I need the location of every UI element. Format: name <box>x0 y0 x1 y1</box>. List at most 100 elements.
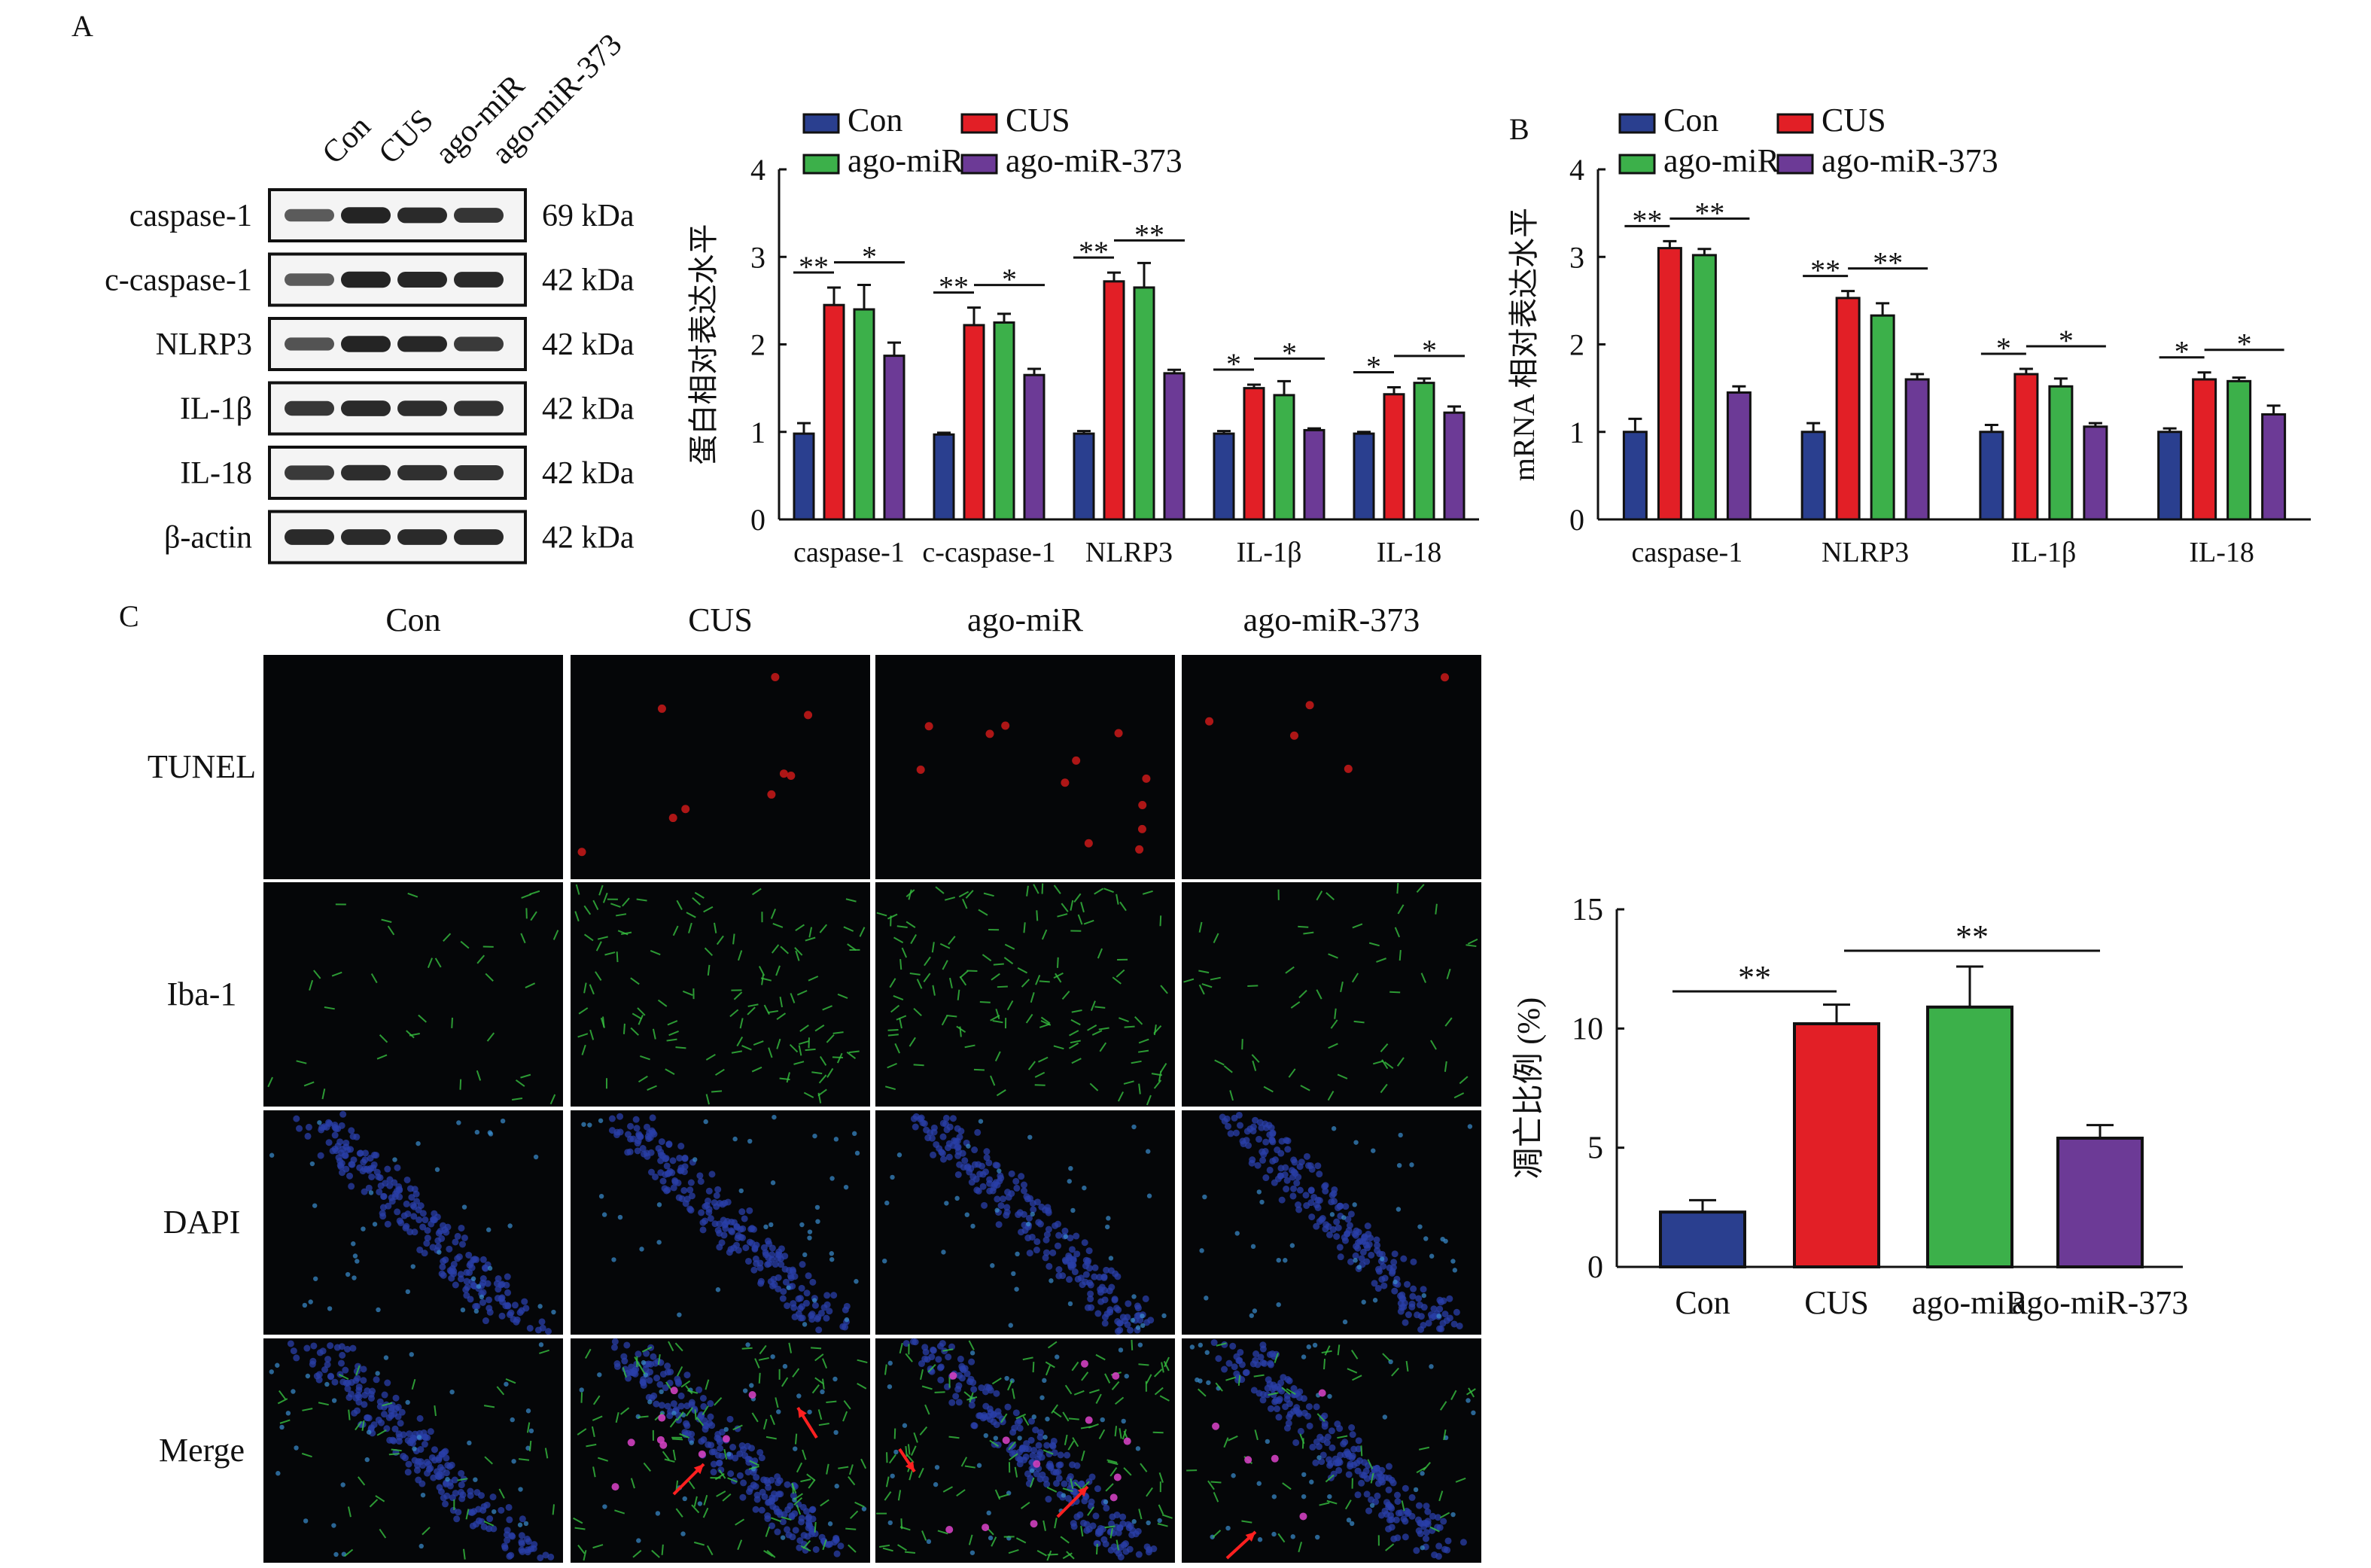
nucleus-dot <box>809 1506 817 1513</box>
nucleus-dot <box>1369 1503 1375 1509</box>
nucleus-dot <box>275 1362 280 1368</box>
microglia-process <box>650 950 661 956</box>
microglia-process <box>277 1398 288 1405</box>
wb-band <box>285 529 334 545</box>
nucleus-dot <box>658 1138 665 1146</box>
microglia-process <box>793 1061 805 1065</box>
microglia-process <box>805 1048 816 1052</box>
microglia-process <box>703 906 714 913</box>
nucleus-dot <box>1360 1472 1368 1479</box>
microglia-process <box>638 1415 649 1418</box>
nucleus-dot <box>787 1502 794 1509</box>
microglia-process <box>733 991 743 1000</box>
nucleus-dot <box>732 1136 738 1142</box>
nucleus-dot <box>458 1469 465 1477</box>
nucleus-dot <box>1057 1451 1064 1459</box>
microglia-process <box>418 1014 427 1023</box>
microglia-process <box>1323 1359 1326 1370</box>
microglia-process <box>1073 893 1082 903</box>
microglia-process <box>822 1539 827 1551</box>
nucleus-dot <box>680 1186 688 1194</box>
bar <box>1023 373 1045 521</box>
microglia-process <box>459 1079 462 1090</box>
nucleus-dot <box>1018 1445 1026 1452</box>
microglia-process <box>1253 1374 1265 1378</box>
bar <box>2157 431 2183 521</box>
microglia-process <box>910 934 918 945</box>
nucleus-dot <box>1231 1473 1236 1478</box>
nucleus-dot <box>440 1448 448 1456</box>
microglia-process <box>1080 1526 1084 1537</box>
nucleus-dot <box>1420 1304 1428 1311</box>
nucleus-dot <box>421 1250 428 1257</box>
nucleus-dot <box>1392 1279 1398 1285</box>
micro-column-label: Con <box>385 601 440 638</box>
x-tick-label: ago-miR-373 <box>2012 1284 2189 1321</box>
nucleus-dot <box>756 1264 764 1271</box>
nucleus-dot <box>1256 1189 1262 1195</box>
nucleus-dot <box>1124 1373 1129 1379</box>
nucleus-dot <box>752 1483 759 1490</box>
microglia-process <box>460 940 470 949</box>
nucleus-dot <box>1400 1515 1408 1523</box>
nucleus-dot <box>650 1353 657 1360</box>
microglia-process <box>904 1551 916 1554</box>
nucleus-dot <box>1124 1314 1131 1321</box>
nucleus-dot <box>1284 1146 1292 1153</box>
wb-band <box>397 464 447 481</box>
nucleus-dot <box>620 1353 628 1360</box>
microglia-process <box>814 1377 824 1385</box>
nucleus-dot <box>1405 1311 1412 1319</box>
micro-panel-bg <box>875 655 1175 879</box>
nucleus-dot <box>486 1227 492 1232</box>
nucleus-dot <box>1420 1286 1427 1293</box>
microglia-process <box>908 889 912 900</box>
nucleus-dot <box>1106 1216 1111 1221</box>
microglia-process <box>1153 1079 1162 1089</box>
nucleus-dot <box>1438 1299 1445 1306</box>
nucleus-dot <box>751 1245 759 1253</box>
nucleus-dot <box>482 1317 489 1325</box>
nucleus-dot <box>1271 1156 1279 1164</box>
microglia-process <box>1107 1460 1119 1466</box>
nucleus-dot <box>983 1154 991 1162</box>
nucleus-dot <box>1422 1535 1429 1542</box>
nucleus-dot <box>1361 1233 1368 1241</box>
nucleus-dot <box>376 1402 384 1410</box>
microglia-process <box>1214 1059 1225 1066</box>
micro-panel <box>571 655 870 879</box>
micro-panel-bg <box>263 1110 563 1335</box>
wb-band <box>454 400 504 416</box>
nucleus-dot <box>1087 1290 1094 1298</box>
nucleus-dot <box>1301 1472 1307 1478</box>
nucleus-dot <box>668 1169 676 1177</box>
microglia-process <box>1303 931 1314 935</box>
nucleus-dot <box>659 1177 667 1185</box>
nucleus-dot <box>750 1469 757 1476</box>
microglia-process <box>818 1074 827 1084</box>
microglia-process <box>505 1378 516 1384</box>
nucleus-dot <box>510 1316 517 1323</box>
nucleus-dot <box>704 1197 711 1204</box>
microglia-process <box>1104 1373 1111 1384</box>
nucleus-dot <box>1286 1377 1293 1384</box>
nucleus-dot <box>970 1386 978 1393</box>
wb-size-label: 42 kDa <box>542 456 635 491</box>
nucleus-dot <box>533 1154 539 1160</box>
nucleus-dot <box>1353 1258 1358 1263</box>
microglia-process <box>991 1377 1002 1385</box>
microglia-process <box>1068 1417 1079 1420</box>
nucleus-dot <box>1361 1299 1366 1305</box>
microglia-process <box>753 1040 764 1046</box>
microglia-process <box>751 888 762 896</box>
nucleus-dot <box>837 1542 845 1550</box>
nucleus-dot <box>440 1494 447 1502</box>
microglia-process <box>1036 910 1039 921</box>
microglia-process <box>889 978 896 988</box>
microglia-process <box>1229 1090 1234 1101</box>
nucleus-dot <box>882 1258 887 1264</box>
micro-panel <box>571 1338 870 1563</box>
microglia-process <box>375 1495 385 1503</box>
microglia-process <box>838 1466 849 1469</box>
